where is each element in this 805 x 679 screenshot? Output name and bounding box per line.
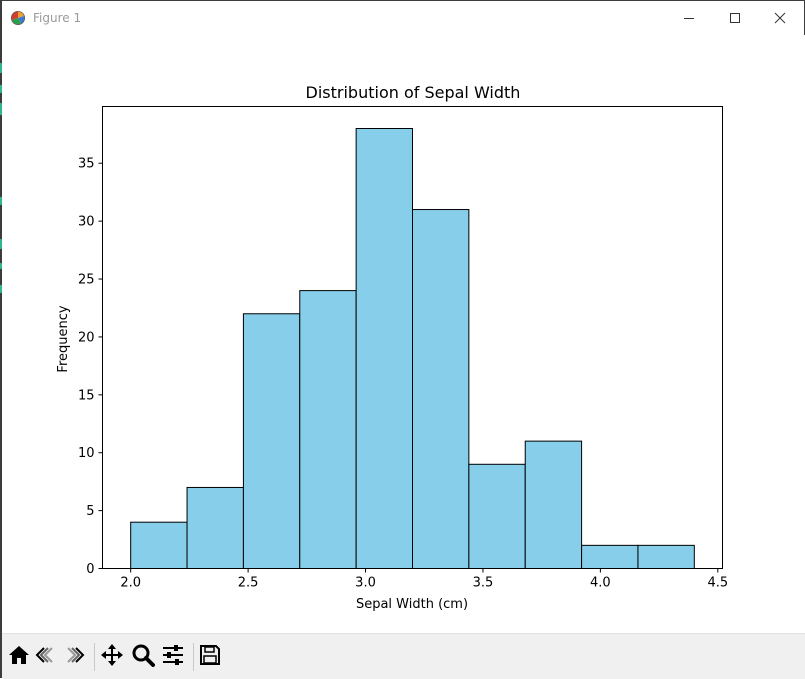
y-tick-label: 30 — [78, 215, 95, 230]
x-tick-label: 3.0 — [355, 576, 376, 591]
histogram-bar — [242, 313, 301, 569]
forward-arrow-icon — [63, 644, 85, 670]
save-floppy-icon — [199, 644, 221, 670]
x-tick-label: 3.5 — [473, 576, 494, 591]
background-window-edge — [0, 285, 2, 293]
y-tick-label: 0 — [86, 562, 94, 577]
configure-subplots-icon — [161, 643, 185, 671]
toolbar-separator — [94, 643, 95, 671]
histogram-chart: Distribution of Sepal Width 2.0 2.5 3.0 3.5… — [56, 83, 728, 612]
close-button[interactable] — [757, 1, 803, 35]
histogram-bar — [355, 128, 413, 569]
histogram-bar — [412, 209, 470, 569]
x-tick-label: 2.0 — [120, 576, 141, 591]
configure-subplots-button[interactable] — [160, 644, 186, 670]
y-tick-label: 10 — [78, 446, 95, 461]
plot-frame — [102, 106, 723, 569]
y-tick-label: 15 — [78, 388, 95, 403]
histogram-bar — [468, 463, 526, 569]
maximize-icon — [729, 9, 741, 28]
zoom-button[interactable] — [130, 644, 156, 670]
pan-move-icon — [100, 643, 124, 671]
y-axis-ticks: 0 5 10 15 20 25 30 35 — [78, 157, 103, 577]
pan-button[interactable] — [99, 644, 125, 670]
zoom-magnifier-icon — [131, 643, 155, 671]
navigation-toolbar — [2, 633, 805, 679]
background-window-edge — [0, 263, 2, 269]
figure-canvas[interactable]: Distribution of Sepal Width 2.0 2.5 3.0 3.5… — [2, 35, 805, 633]
background-window-edge — [0, 85, 2, 93]
back-button[interactable] — [33, 644, 59, 670]
histogram-bar — [524, 440, 583, 570]
save-button[interactable] — [197, 644, 223, 670]
background-window-edge — [0, 239, 2, 249]
y-tick-label: 35 — [78, 157, 95, 172]
home-button[interactable] — [6, 644, 32, 670]
chart-title: Distribution of Sepal Width — [306, 83, 521, 102]
x-axis-ticks: 2.0 2.5 3.0 3.5 4.0 4.5 — [120, 568, 728, 591]
title-bar: Figure 1 — [2, 1, 804, 35]
x-axis-label: Sepal Width (cm) — [356, 597, 468, 612]
histogram-bar — [581, 544, 639, 569]
background-window-edge — [0, 103, 2, 115]
back-arrow-icon — [35, 644, 57, 670]
histogram-bar — [637, 544, 695, 569]
y-tick-label: 5 — [86, 504, 94, 519]
x-tick-label: 2.5 — [238, 576, 259, 591]
bars-group — [130, 128, 695, 570]
y-tick-label: 25 — [78, 273, 95, 288]
histogram-bar — [186, 486, 244, 569]
minimize-button[interactable] — [666, 1, 712, 35]
minimize-icon — [683, 9, 695, 28]
toolbar-separator — [193, 643, 194, 671]
background-window-edge — [0, 197, 2, 205]
background-window-edge — [0, 63, 2, 73]
histogram-bar — [299, 290, 357, 570]
y-axis-label: Frequency — [56, 305, 71, 372]
close-icon — [774, 9, 786, 28]
x-tick-label: 4.5 — [707, 576, 728, 591]
x-tick-label: 4.0 — [590, 576, 611, 591]
histogram-bar — [130, 521, 188, 569]
home-icon — [8, 644, 30, 670]
matplotlib-figure-icon — [10, 10, 26, 26]
window-title: Figure 1 — [33, 11, 82, 25]
forward-button[interactable] — [61, 644, 87, 670]
maximize-button[interactable] — [712, 1, 758, 35]
y-tick-label: 20 — [78, 330, 95, 345]
